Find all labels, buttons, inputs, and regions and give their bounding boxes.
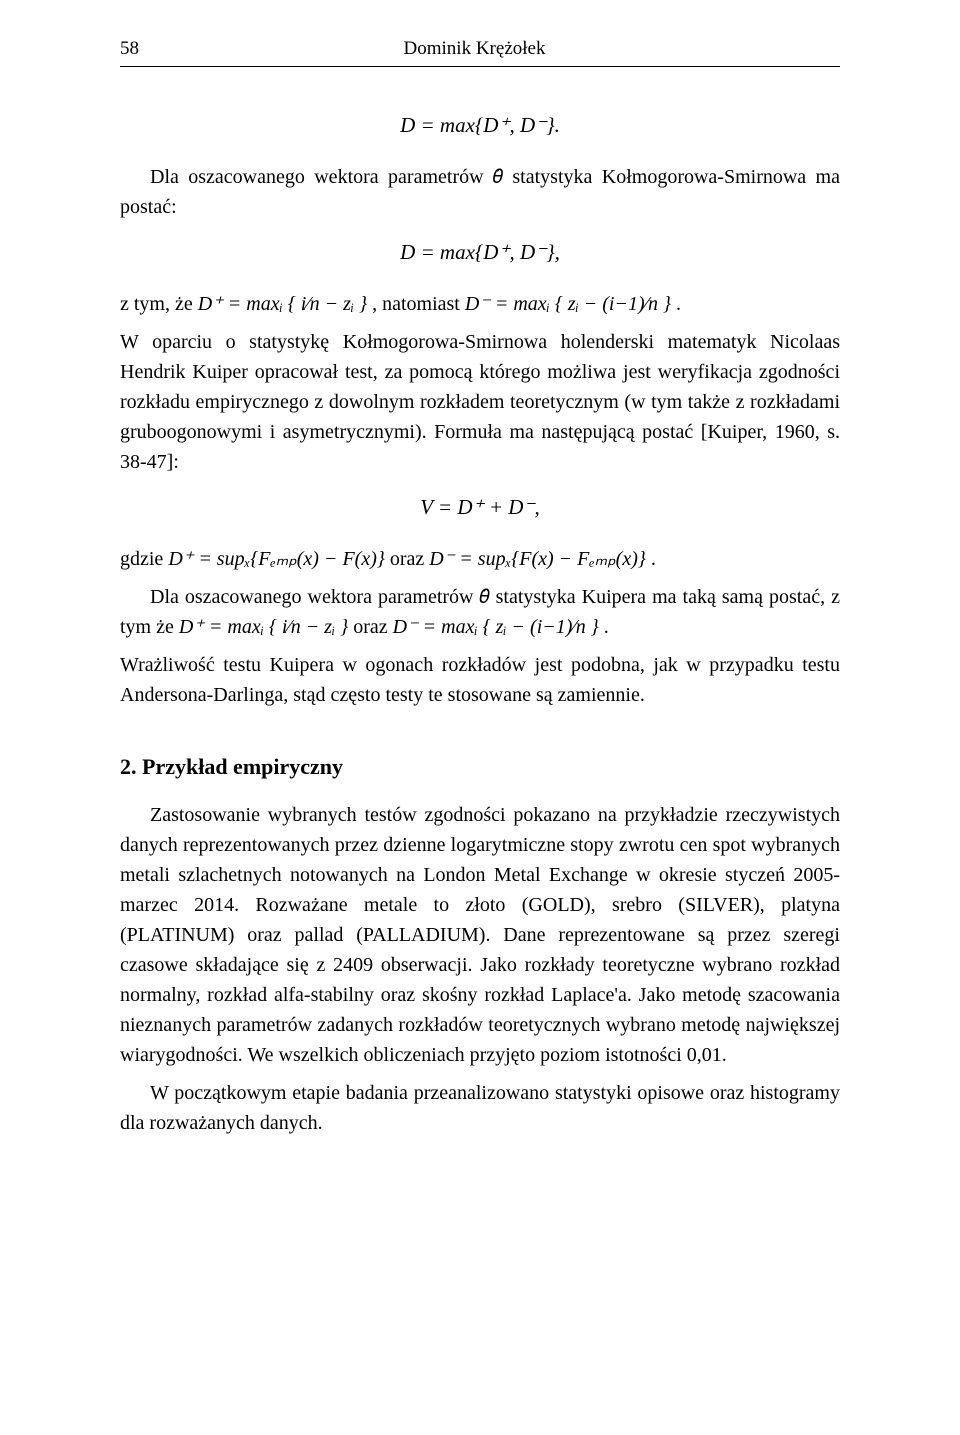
paragraph: W oparciu o statystykę Kołmogorowa-Smirn… [120, 327, 840, 477]
running-head-author: Dominik Krężołek [139, 38, 840, 60]
text-run: z tym, że [120, 293, 198, 315]
display-formula-1: D = max{D⁺, D⁻}. [120, 113, 840, 138]
text-run: oraz [353, 616, 392, 638]
text-run: gdzie [120, 548, 168, 570]
text-run: . [604, 616, 609, 638]
inline-math: D⁺ = maxᵢ { i⁄n − zᵢ } [179, 616, 348, 638]
inline-math: D⁺ = maxᵢ { i⁄n − zᵢ } [198, 293, 367, 315]
paragraph: Wrażliwość testu Kuipera w ogonach rozkł… [120, 650, 840, 710]
paragraph: Zastosowanie wybranych testów zgodności … [120, 800, 840, 1070]
text-run: oraz [390, 548, 429, 570]
text-run: . [676, 293, 681, 315]
page: 58 Dominik Krężołek D = max{D⁺, D⁻}. Dla… [0, 0, 960, 1435]
inline-math: D⁻ = maxᵢ { zᵢ − (i−1)⁄n } [465, 293, 671, 315]
running-head: 58 Dominik Krężołek [120, 38, 840, 67]
inline-math: D⁻ = supₓ{F(x) − Fₑₘₚ(x)} [429, 548, 646, 570]
page-number: 58 [120, 38, 139, 60]
inline-math: D⁻ = maxᵢ { zᵢ − (i−1)⁄n } [393, 616, 599, 638]
section-heading: 2. Przykład empiryczny [120, 754, 840, 780]
paragraph: Dla oszacowanego wektora parametrów 𝜃̂ s… [120, 162, 840, 222]
text-run: . [651, 548, 656, 570]
display-formula-2: D = max{D⁺, D⁻}, [120, 240, 840, 265]
inline-math: D⁺ = supₓ{Fₑₘₚ(x) − F(x)} [168, 548, 385, 570]
text-run: , natomiast [372, 293, 465, 315]
paragraph: W początkowym etapie badania przeanalizo… [120, 1078, 840, 1138]
paragraph: z tym, że D⁺ = maxᵢ { i⁄n − zᵢ } , natom… [120, 289, 840, 319]
paragraph: Dla oszacowanego wektora parametrów 𝜃̂ s… [120, 582, 840, 642]
display-formula-3: V = D⁺ + D⁻, [120, 495, 840, 520]
paragraph: gdzie D⁺ = supₓ{Fₑₘₚ(x) − F(x)} oraz D⁻ … [120, 544, 840, 574]
